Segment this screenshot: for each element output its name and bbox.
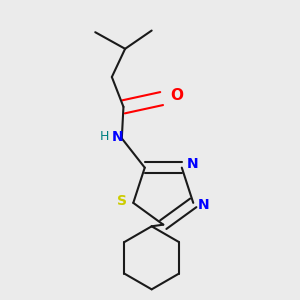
Text: H: H [100,130,110,143]
Text: N: N [112,130,124,144]
Text: O: O [170,88,183,103]
Text: S: S [117,194,127,208]
Text: N: N [198,197,210,212]
Text: N: N [187,157,198,171]
